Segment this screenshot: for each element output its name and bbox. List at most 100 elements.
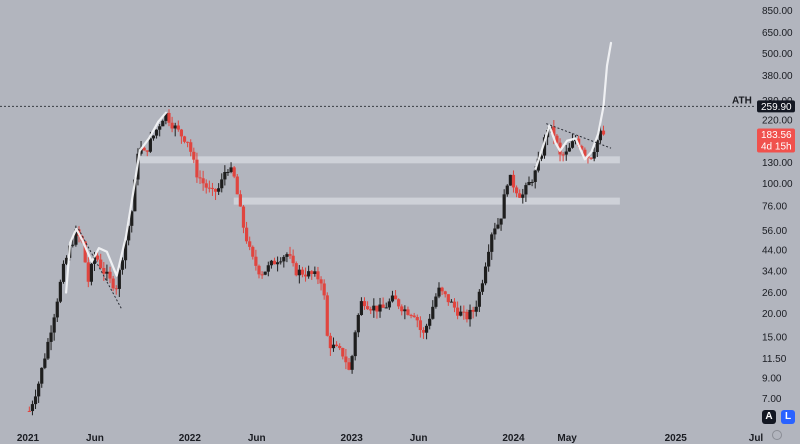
- candle-body: [344, 356, 348, 363]
- x-tick-label: May: [557, 433, 577, 444]
- y-tick-label: 9.00: [762, 374, 782, 385]
- candle-body: [142, 147, 146, 151]
- trendline: [546, 123, 612, 149]
- ath-label: ATH: [732, 95, 752, 106]
- candle-body: [276, 262, 280, 265]
- candle-body: [598, 130, 602, 141]
- candle-body: [440, 287, 444, 292]
- candle-body: [412, 315, 416, 318]
- candle-body: [487, 251, 491, 267]
- candle-body: [55, 301, 59, 318]
- candle-body: [111, 278, 115, 289]
- auto-scale-button[interactable]: A: [762, 410, 776, 424]
- candle-body: [71, 244, 75, 246]
- candle-body: [462, 311, 466, 313]
- candle-body: [468, 309, 472, 320]
- x-tick-label: 2021: [17, 433, 40, 444]
- candle-body: [524, 185, 528, 195]
- x-axis[interactable]: 2021 Jun 2022 Jun 2023 Jun 2024 May 2025 Jul: [17, 433, 764, 444]
- candle-body: [592, 151, 596, 159]
- candle-body: [378, 304, 382, 312]
- y-tick-label: 20.00: [762, 309, 787, 320]
- ath-price-text: 259.90: [761, 102, 792, 113]
- candle-body: [64, 257, 69, 264]
- candle-body: [263, 271, 267, 275]
- candle-body: [260, 274, 264, 276]
- candles: [27, 109, 606, 416]
- y-axis[interactable]: 850.00650.00500.00380.00280.00220.00170.…: [762, 6, 793, 405]
- candle-body: [443, 291, 447, 295]
- candle-body: [232, 167, 236, 177]
- y-tick-label: 380.00: [762, 71, 793, 82]
- candle-body: [428, 318, 432, 326]
- candle-body: [244, 227, 249, 242]
- candle-body: [164, 112, 168, 121]
- candle-body: [393, 295, 398, 300]
- candle-body: [120, 260, 125, 270]
- candle-body: [555, 135, 559, 143]
- candle-body: [272, 260, 277, 265]
- candle-body: [173, 125, 177, 129]
- candle-body: [167, 112, 171, 123]
- candle-body: [161, 120, 165, 127]
- candle-body: [474, 306, 478, 312]
- candle-body: [269, 260, 274, 266]
- candle-body: [577, 138, 581, 147]
- y-tick-label: 15.00: [762, 332, 787, 343]
- y-tick-label: 11.50: [762, 354, 787, 365]
- candle-body: [179, 129, 184, 137]
- candle-body: [483, 266, 488, 284]
- candle-body: [114, 288, 118, 290]
- candle-body: [49, 332, 53, 342]
- annotations: [65, 41, 613, 310]
- candle-body: [182, 136, 187, 142]
- candle-body: [561, 154, 565, 156]
- y-tick-label: 76.00: [762, 201, 787, 212]
- candle-body: [449, 301, 454, 303]
- candle-body: [192, 151, 196, 160]
- settings-icon[interactable]: [772, 430, 782, 440]
- candle-body: [434, 296, 438, 307]
- candle-body: [248, 241, 252, 247]
- candle-body: [43, 358, 47, 368]
- candle-body: [319, 279, 323, 284]
- candle-body: [366, 306, 370, 310]
- candle-body: [406, 309, 410, 315]
- candle-body: [195, 159, 199, 178]
- candle-body: [508, 174, 512, 186]
- candle-body: [459, 311, 463, 316]
- candle-body: [437, 287, 441, 297]
- y-tick-label: 220.00: [762, 115, 793, 126]
- support-zones: [138, 156, 620, 205]
- candle-body: [40, 367, 44, 384]
- candle-body: [527, 181, 531, 186]
- candle-body: [595, 140, 599, 152]
- candle-body: [92, 255, 97, 264]
- candle-body: [310, 271, 314, 274]
- candle-body: [213, 188, 218, 192]
- x-tick-label: Jun: [248, 433, 266, 444]
- y-tick-label: 850.00: [762, 6, 793, 17]
- candle-body: [170, 122, 174, 129]
- y-tick-label: 130.00: [762, 158, 793, 169]
- candle-body: [493, 228, 497, 235]
- candle-body: [151, 135, 156, 139]
- candle-body: [397, 299, 401, 307]
- candle-body: [558, 142, 562, 155]
- candle-body: [220, 179, 224, 189]
- candle-body: [601, 130, 606, 135]
- candle-body: [46, 341, 50, 359]
- y-tick-label: 34.00: [762, 266, 787, 277]
- candle-body: [490, 234, 494, 252]
- log-scale-button[interactable]: L: [781, 410, 795, 424]
- x-tick-label: 2024: [502, 433, 525, 444]
- candle-body: [238, 194, 242, 207]
- candle-body: [502, 194, 506, 219]
- candle-body: [229, 167, 233, 172]
- candle-body: [539, 155, 544, 159]
- candle-body: [154, 129, 159, 136]
- candle-body: [241, 206, 246, 228]
- trendline: [78, 228, 123, 310]
